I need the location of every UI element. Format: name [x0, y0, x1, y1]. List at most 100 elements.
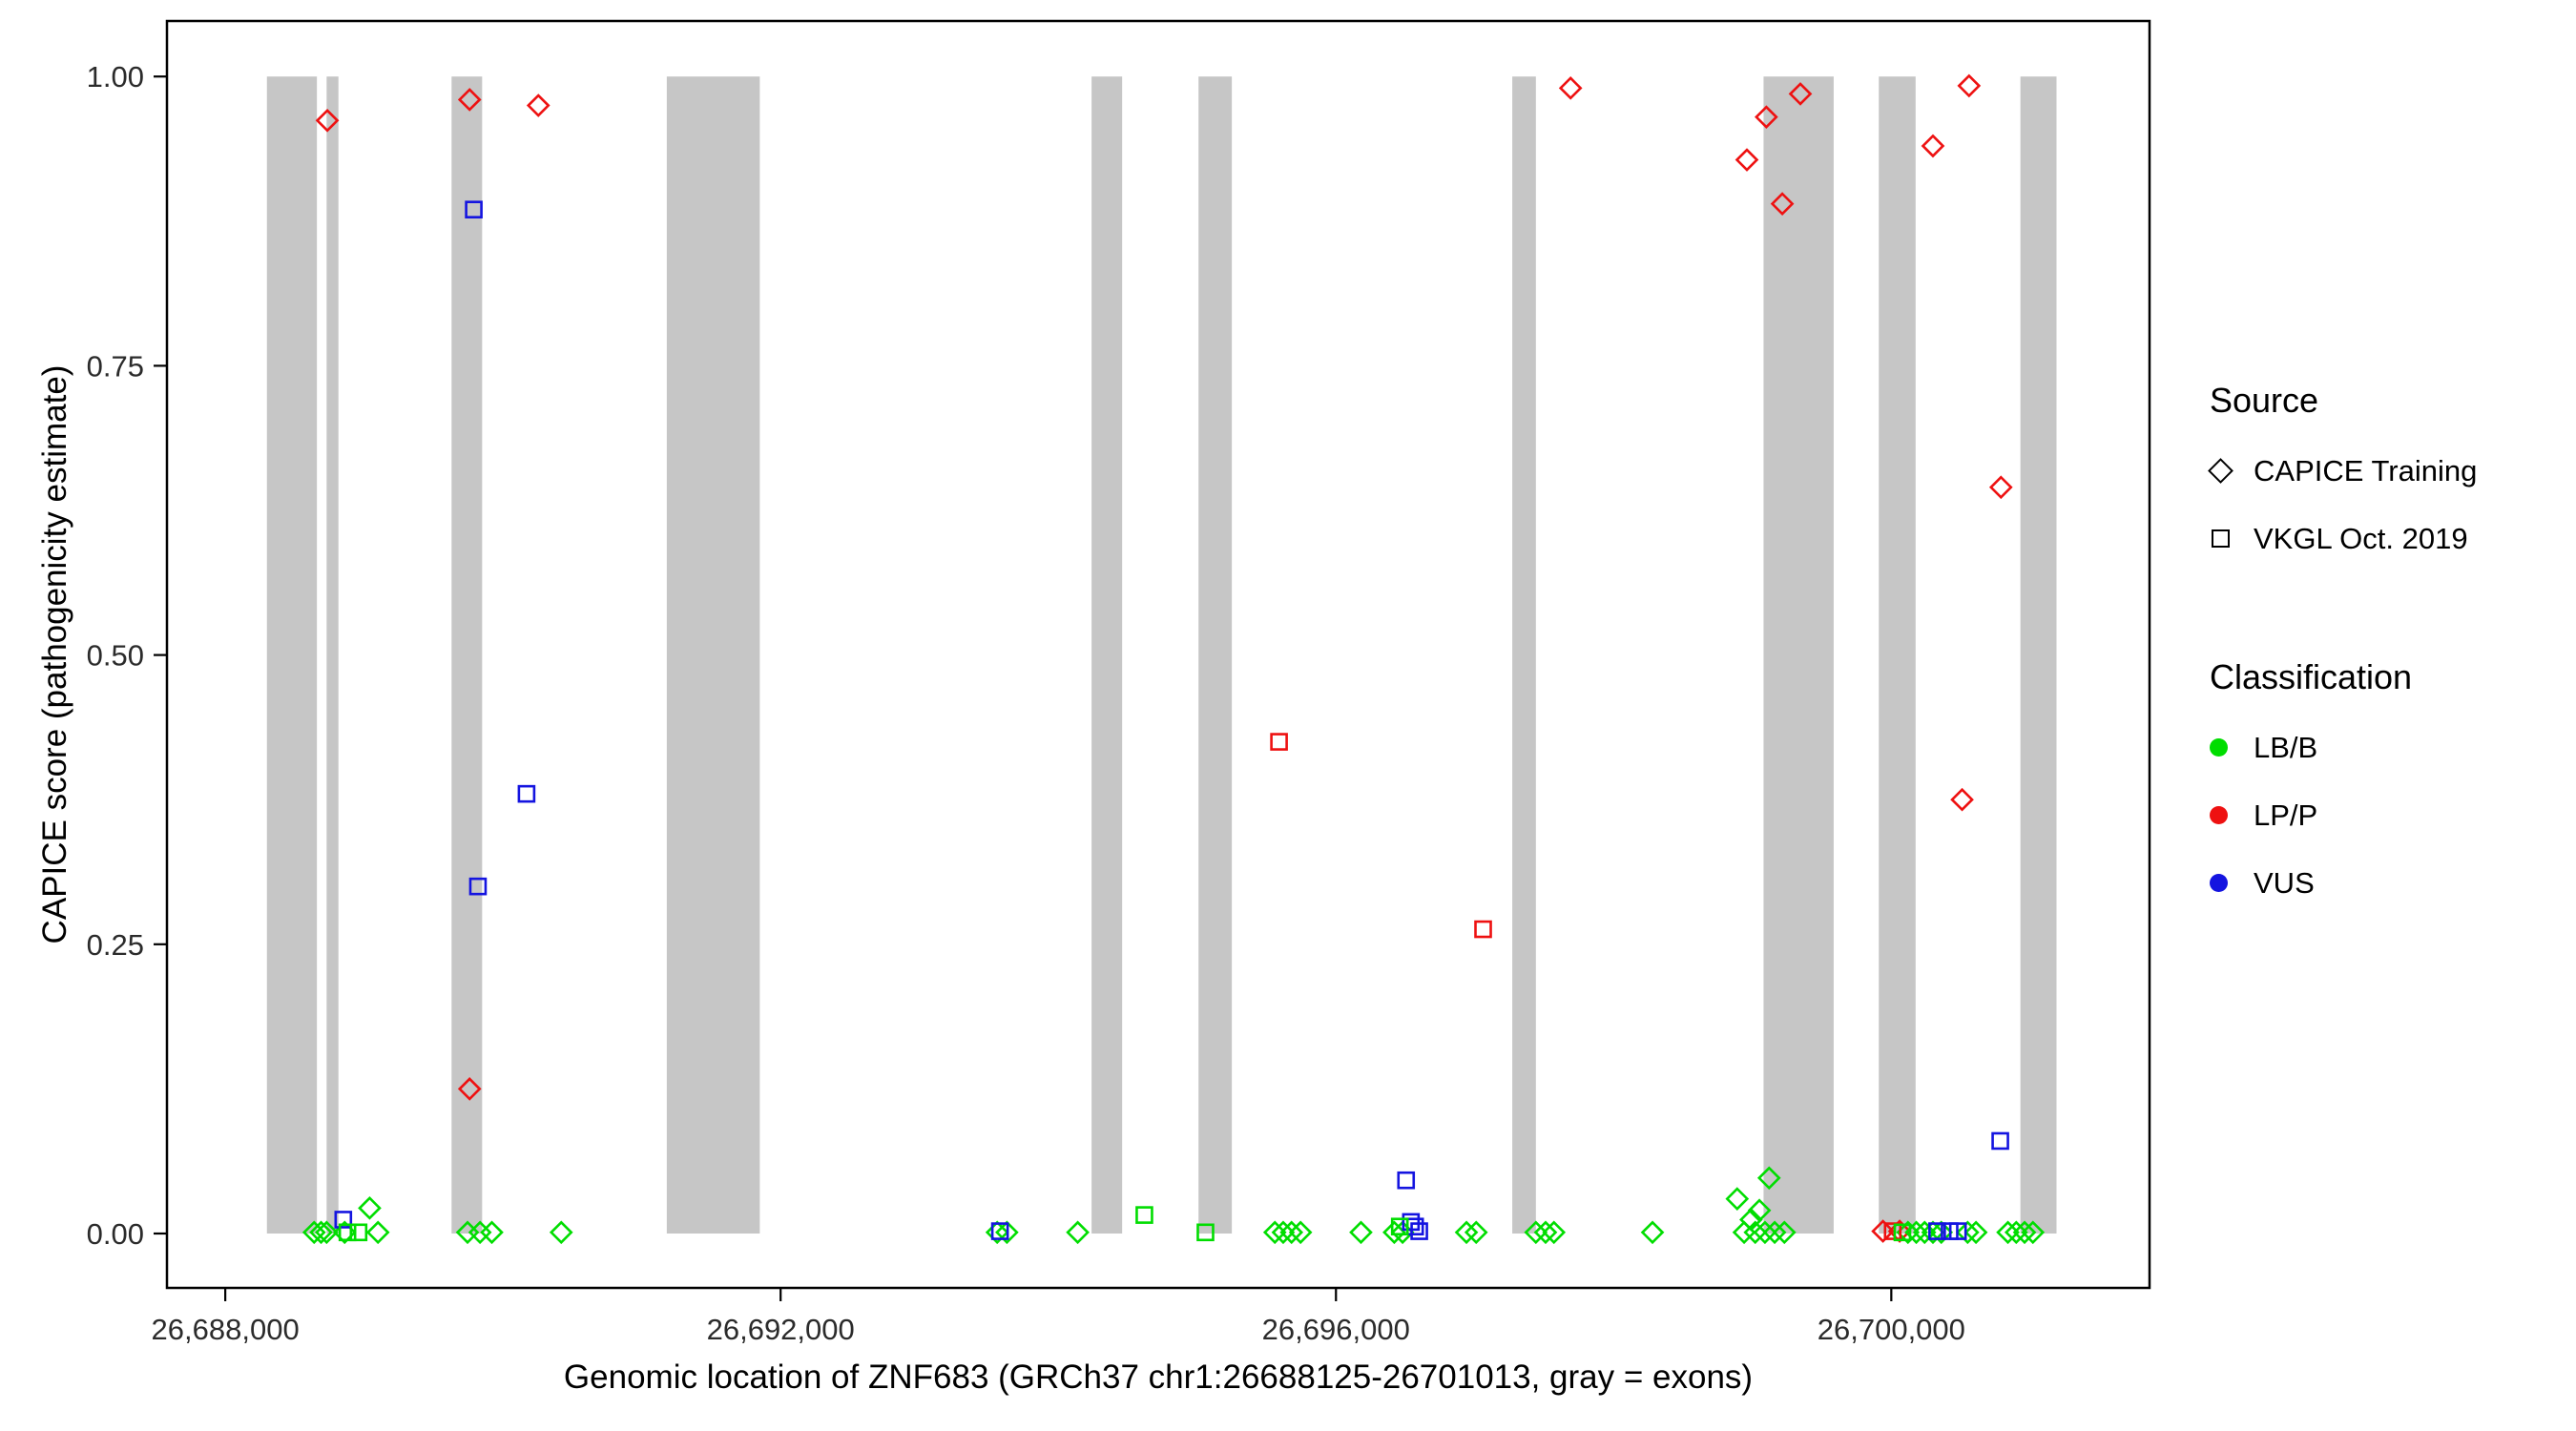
data-point-square — [465, 200, 483, 218]
x-axis-title: Genomic location of ZNF683 (GRCh37 chr1:… — [563, 1358, 1754, 1396]
legend-entry-label: CAPICE Training — [2254, 453, 2478, 487]
data-point-diamond — [1762, 1220, 1787, 1245]
data-point-square — [1928, 1222, 1946, 1240]
data-point-square — [990, 1222, 1009, 1240]
data-point-square — [517, 784, 536, 803]
exon-band — [1763, 76, 1834, 1234]
data-point-square — [1948, 1222, 1967, 1240]
data-point-square — [1893, 1223, 1912, 1242]
data-point-square — [1270, 733, 1288, 751]
data-point-diamond — [1262, 1220, 1287, 1245]
data-point-diamond — [358, 1195, 382, 1220]
y-axis-title: CAPICE score (pathogenicity estimate) — [36, 364, 73, 944]
data-point-diamond — [457, 88, 482, 112]
exon-band — [666, 76, 760, 1234]
x-tick-label: 26,692,000 — [707, 1313, 855, 1346]
exon-band — [1512, 76, 1536, 1234]
data-point-diamond — [365, 1220, 390, 1245]
data-point-diamond — [1271, 1220, 1296, 1245]
data-point-diamond — [1756, 1166, 1781, 1191]
data-point-diamond — [1963, 1220, 1988, 1245]
legend-classification-title: Classification — [2210, 657, 2413, 696]
y-tick-label: 0.00 — [87, 1217, 144, 1251]
data-point-diamond — [526, 93, 551, 117]
data-point-diamond — [1382, 1220, 1406, 1245]
data-point-diamond — [1288, 1220, 1313, 1245]
data-point-diamond — [1725, 1187, 1750, 1211]
legend-entry-label: VUS — [2254, 865, 2315, 900]
data-point-diamond — [1921, 1220, 1945, 1245]
data-point-diamond — [1454, 1220, 1479, 1245]
legend-source: Source CAPICE Training VKGL Oct. 2019 — [2208, 380, 2478, 572]
data-point-diamond — [1743, 1220, 1768, 1245]
data-point-square — [468, 877, 488, 896]
data-point-diamond — [315, 1220, 339, 1245]
legend-classification: Classification LB/B LP/P VUS — [2210, 656, 2477, 917]
data-point-diamond — [1950, 787, 1974, 812]
data-point-diamond — [1755, 105, 1778, 129]
data-point-diamond — [549, 1220, 573, 1245]
data-point-diamond — [1753, 1220, 1777, 1245]
legend-entry-lpp: LP/P — [2210, 781, 2477, 849]
data-point-diamond — [1871, 1219, 1895, 1243]
x-tick-label: 26,688,000 — [152, 1313, 300, 1346]
data-point-square — [349, 1223, 368, 1242]
data-point-square — [1474, 920, 1492, 939]
legend-entry-capice-training: CAPICE Training — [2208, 437, 2478, 505]
legend-source-title: Source — [2210, 381, 2319, 420]
x-tick-label: 26,696,000 — [1262, 1313, 1410, 1346]
red-dot-icon — [2210, 806, 2254, 824]
data-point-diamond — [1912, 1220, 1937, 1245]
data-point-diamond — [1533, 1220, 1558, 1245]
data-point-square — [1991, 1131, 2009, 1151]
data-point-square — [334, 1211, 353, 1229]
data-point-square — [1397, 1171, 1416, 1190]
data-point-diamond — [2021, 1220, 2046, 1245]
y-tick-label: 0.25 — [87, 928, 144, 962]
legend-entry-vus: VUS — [2210, 849, 2477, 917]
data-point-diamond — [309, 1220, 333, 1245]
data-point-square — [1883, 1222, 1902, 1240]
legend-entry-label: VKGL Oct. 2019 — [2254, 521, 2468, 555]
exon-band — [451, 76, 483, 1234]
green-dot-icon — [2210, 738, 2254, 757]
data-point-diamond — [457, 1077, 482, 1101]
diamond-marker-icon — [2208, 458, 2254, 484]
exon-band — [1091, 76, 1123, 1234]
data-point-square — [1410, 1222, 1428, 1240]
data-point-diamond — [1524, 1220, 1548, 1245]
data-point-diamond — [1957, 73, 1982, 98]
data-point-diamond — [1066, 1220, 1090, 1245]
data-point-square — [1196, 1223, 1215, 1242]
y-tick-label: 0.50 — [87, 639, 144, 673]
data-point-diamond — [1929, 1220, 1954, 1245]
exon-band — [2020, 76, 2057, 1234]
data-point-diamond — [1921, 134, 1945, 158]
data-point-diamond — [1996, 1220, 2020, 1245]
exon-band — [266, 76, 318, 1234]
y-tick-label: 1.00 — [87, 60, 144, 93]
data-point-diamond — [995, 1220, 1019, 1245]
data-point-diamond — [1772, 1220, 1797, 1245]
legend-entry-label: LP/P — [2254, 798, 2318, 832]
data-point-diamond — [1279, 1220, 1304, 1245]
x-tick-label: 26,700,000 — [1818, 1313, 1965, 1346]
data-point-diamond — [1770, 192, 1795, 216]
y-tick-label: 0.75 — [87, 349, 144, 383]
exon-band — [1879, 76, 1916, 1234]
data-point-diamond — [1732, 1220, 1756, 1245]
square-marker-icon — [2210, 529, 2254, 548]
data-point-square — [1135, 1206, 1153, 1224]
legend-entry-label: LB/B — [2254, 730, 2318, 764]
data-point-diamond — [1956, 1220, 1980, 1245]
data-point-diamond — [1988, 475, 2013, 500]
legend: Source CAPICE Training VKGL Oct. 2019 Cl… — [2208, 380, 2478, 917]
data-point-diamond — [480, 1220, 504, 1245]
data-point-diamond — [1464, 1220, 1488, 1245]
exon-band — [326, 76, 339, 1234]
data-point-diamond — [2004, 1220, 2028, 1245]
legend-entry-lbb: LB/B — [2210, 714, 2477, 781]
data-point-diamond — [1735, 148, 1759, 172]
exon-band — [1198, 76, 1233, 1234]
blue-dot-icon — [2210, 874, 2254, 892]
